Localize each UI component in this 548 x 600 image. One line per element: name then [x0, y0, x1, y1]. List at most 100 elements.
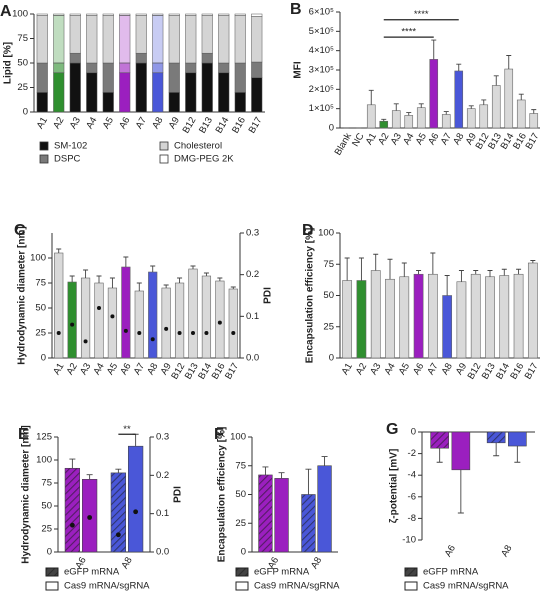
y-tick-label: -6: [408, 491, 416, 502]
bar: [470, 273, 481, 359]
bar: [479, 104, 489, 129]
x-tick-label: A5: [101, 115, 116, 131]
y-tick-label: 3×10⁵: [309, 65, 334, 76]
error-bar: [86, 474, 93, 480]
bar-segment: [168, 13, 180, 16]
x-tick-label: A1: [364, 131, 379, 147]
x-tick-label: A4: [401, 131, 416, 147]
y-tick-label: 0: [329, 353, 334, 364]
pdi-point: [110, 314, 115, 319]
y-tick-label: 100: [30, 253, 46, 264]
error-bar: [373, 253, 379, 271]
y-tick-label: 0: [411, 427, 416, 438]
bar-segment: [152, 13, 164, 16]
x-tick-label: A1: [35, 115, 50, 131]
legend-swatch: [235, 581, 249, 591]
panel-label: B: [290, 1, 302, 18]
error-bar: [456, 63, 462, 71]
y-tick-label: 100: [36, 455, 52, 466]
y-tick-label: -8: [408, 513, 416, 524]
error-bar: [190, 265, 196, 269]
bar: [107, 287, 118, 359]
bar-segment: [185, 13, 197, 16]
bar-segment: [168, 15, 180, 64]
y-tick-label: 25: [17, 82, 28, 93]
x-tick-label: B12: [181, 115, 199, 135]
y-axis-label: MFI: [293, 61, 304, 78]
error-bar: [418, 103, 424, 108]
bar: [342, 280, 353, 359]
x-tick-label: A8: [119, 555, 134, 571]
x-tick-label: A6: [118, 361, 133, 377]
bar-segment: [102, 15, 114, 64]
y-tick-label: 0: [329, 123, 334, 134]
error-bar: [83, 269, 89, 278]
legend-label: Cas9 mRNA/sgRNA: [64, 581, 150, 592]
error-bar: [136, 282, 142, 291]
x-tick-label: A8: [150, 115, 165, 131]
x-tick-label: B13: [197, 115, 215, 135]
x-tick-label: A5: [397, 361, 412, 377]
x-tick-label: B17: [523, 361, 541, 381]
error-bar: [177, 277, 183, 283]
error-bar: [473, 270, 479, 275]
bar-segment: [201, 62, 213, 113]
x-tick-label: A2: [65, 361, 80, 377]
x-tick-label: B16: [508, 361, 526, 381]
legend-swatch: [45, 567, 59, 577]
x-tick-label: A3: [389, 131, 404, 147]
x-tick-label: B16: [230, 115, 248, 135]
bar: [466, 108, 476, 129]
y-tick-label: 0: [23, 107, 28, 118]
bar: [64, 467, 81, 553]
error-bar: [530, 260, 536, 263]
bar-segment: [135, 15, 147, 54]
panel-label: C: [14, 222, 26, 239]
pdi-point: [164, 326, 169, 331]
bar: [356, 280, 367, 359]
y-tick-label: 50: [235, 489, 246, 500]
x-tick-label: A2: [376, 131, 391, 147]
y2-tick-label: 0.1: [156, 508, 169, 519]
error-bar: [458, 270, 464, 282]
x-tick-label: A3: [78, 361, 93, 377]
bar-segment: [53, 62, 65, 74]
error-bar: [506, 55, 512, 70]
bar: [174, 282, 185, 359]
bar-segment: [86, 72, 98, 113]
y2-tick-label: 0.2: [156, 470, 169, 481]
bar-segment: [234, 62, 246, 93]
y-axis-label: ζ-potential [mV]: [389, 449, 400, 524]
error-bar: [406, 112, 412, 116]
bar: [427, 273, 438, 359]
pdi-point: [191, 331, 195, 335]
bar: [441, 114, 451, 129]
x-tick-label: A6: [411, 361, 426, 377]
error-bar: [444, 275, 450, 296]
error-bar: [381, 118, 387, 122]
bar-segment: [135, 62, 147, 113]
pdi-point: [97, 306, 101, 310]
error-bar: [109, 277, 115, 288]
legend-label: Cas9 mRNA/sgRNA: [254, 581, 340, 592]
bar-segment: [53, 15, 65, 64]
x-tick-label: A5: [105, 361, 120, 377]
bar-segment: [201, 52, 213, 64]
pdi-point: [133, 509, 139, 515]
x-tick-label: A1: [340, 361, 355, 377]
error-bar: [516, 268, 522, 275]
bar-segment: [218, 72, 230, 113]
bar-segment: [69, 13, 81, 16]
error-bar: [56, 248, 62, 253]
bar-segment: [251, 61, 263, 78]
y-tick-label: 2×10⁵: [309, 84, 334, 95]
x-tick-label: A3: [368, 361, 383, 377]
x-tick-label: B12: [466, 361, 484, 381]
y-tick-label: 4×10⁵: [309, 45, 334, 56]
bar-segment: [135, 52, 147, 64]
bar: [134, 290, 144, 359]
bar: [456, 281, 467, 359]
bar: [385, 278, 395, 359]
x-tick-label: B17: [223, 361, 241, 381]
bar: [391, 110, 401, 129]
